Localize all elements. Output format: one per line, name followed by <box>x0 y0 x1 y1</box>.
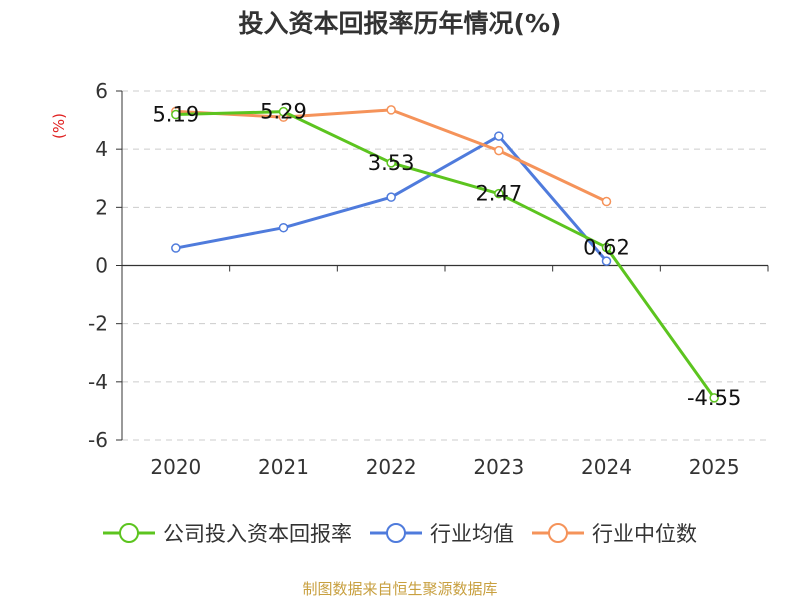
data-point <box>386 192 396 202</box>
data-point <box>171 243 181 253</box>
y-tick-label: -4 <box>88 370 108 394</box>
y-tick-label: 4 <box>95 137 108 161</box>
data-point <box>494 131 504 141</box>
data-point <box>601 256 612 266</box>
x-tick-label: 2023 <box>473 455 524 479</box>
data-point <box>171 109 181 120</box>
legend-line-marker-icon <box>103 523 155 543</box>
x-tick-label: 2022 <box>366 455 417 479</box>
source-label: 制图数据来自恒生聚源数据库 <box>302 580 498 598</box>
data-labels: 5.19 5.29 3.53 2.47 0.62 -4.55 <box>152 100 741 410</box>
x-tick-label: 2021 <box>258 455 309 479</box>
x-tick-label: 2025 <box>689 455 740 479</box>
data-point <box>709 393 719 403</box>
chart-title: 投入资本回报率历年情况(%) <box>238 9 562 38</box>
legend-label: 公司投入资本回报率 <box>163 522 352 546</box>
data-label: 2.47 <box>475 182 522 206</box>
legend-line-marker-icon <box>532 523 584 543</box>
data-label: 5.19 <box>152 103 199 127</box>
x-tick-label: 2020 <box>150 455 201 479</box>
legend-label: 行业均值 <box>430 522 514 546</box>
data-point <box>601 242 612 253</box>
axes: 6 4 2 0 -2 -4 -6 2020 2021 2022 2023 2024 2025 <box>88 79 769 479</box>
data-label: -4.55 <box>687 386 741 410</box>
data-point <box>386 158 396 168</box>
series-lines <box>171 105 719 403</box>
legend: 公司投入资本回报率 行业均值 行业中位数 <box>0 518 800 548</box>
legend-item[interactable]: 公司投入资本回报率 <box>103 518 352 548</box>
data-point <box>494 145 504 156</box>
data-point <box>278 222 289 233</box>
data-label: 3.53 <box>368 151 415 175</box>
data-point <box>386 105 396 115</box>
data-point <box>601 196 612 207</box>
legend-label: 行业中位数 <box>592 522 697 546</box>
legend-item[interactable]: 行业中位数 <box>532 518 697 548</box>
y-tick-label: -2 <box>88 312 108 336</box>
y-tick-label: -6 <box>88 428 108 452</box>
y-tick-label: 2 <box>95 195 108 219</box>
legend-item[interactable]: 行业均值 <box>370 518 514 548</box>
legend-line-marker-icon <box>370 523 422 543</box>
data-label: 5.29 <box>260 100 307 124</box>
x-tick-label: 2024 <box>581 455 632 479</box>
gridlines <box>122 90 768 441</box>
series-line <box>175 110 716 399</box>
y-tick-label: 0 <box>95 254 108 278</box>
data-point <box>494 188 504 199</box>
y-axis-title: (%) <box>50 113 68 139</box>
data-label: 0.62 <box>583 235 630 259</box>
y-tick-label: 6 <box>95 79 108 103</box>
data-point <box>278 106 289 117</box>
